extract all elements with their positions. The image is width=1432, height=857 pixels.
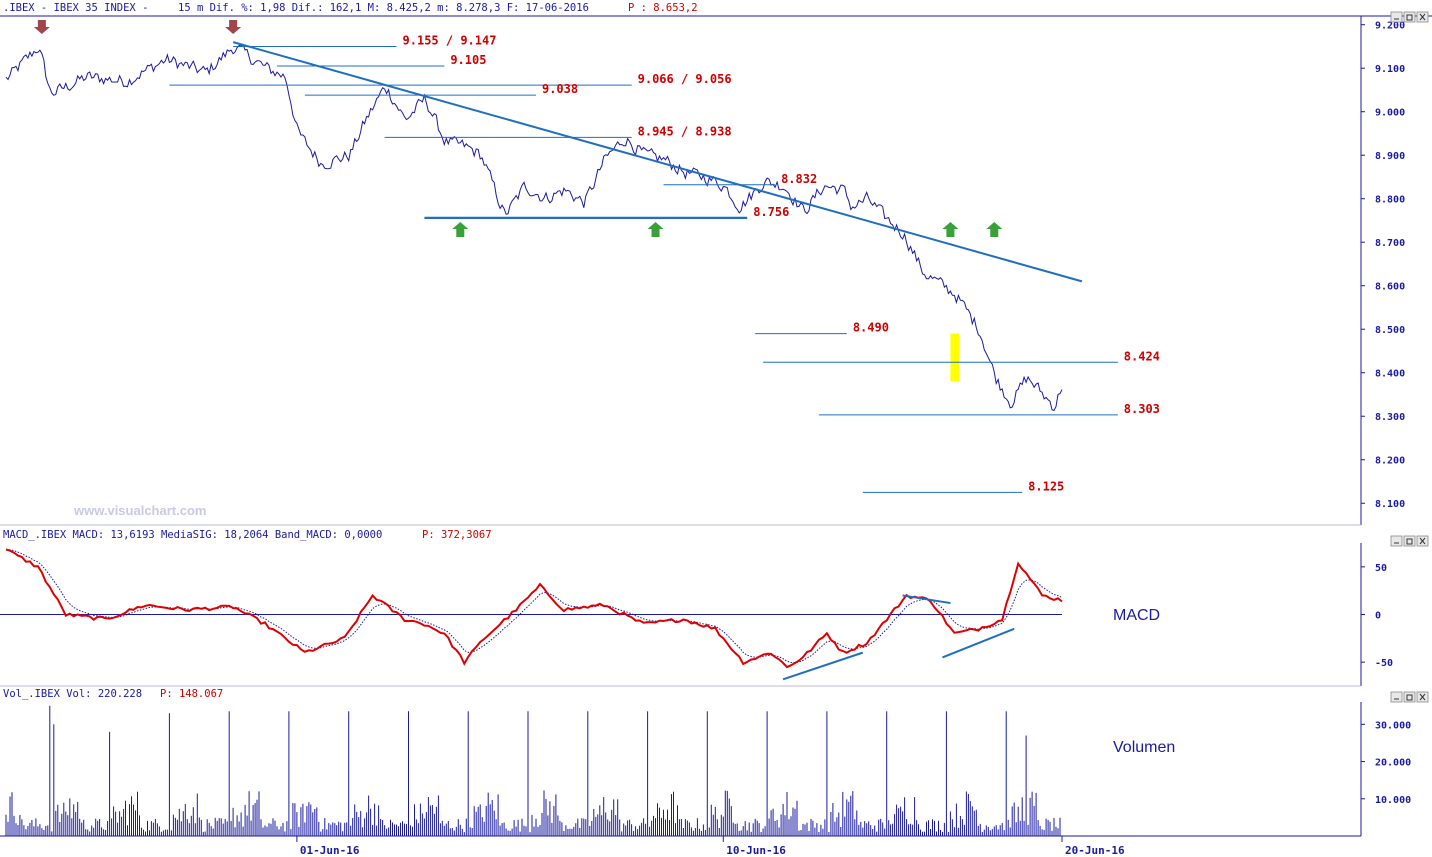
up-arrow-icon: [942, 222, 959, 237]
price-ytick-label: 9.100: [1375, 64, 1405, 75]
macd-divergence-line: [902, 594, 951, 605]
panel-frames: [0, 15, 1432, 837]
level-label: 8.945 / 8.938: [638, 124, 732, 138]
price-ytick-label: 8.300: [1375, 412, 1405, 423]
price-header-symbol: .IBEX - IBEX 35 INDEX -: [3, 2, 148, 14]
volume-bars: [5, 705, 1061, 836]
x-tick-label: 20-Jun-16: [1065, 844, 1125, 857]
price-series-line: [5, 43, 1063, 412]
level-label: 8.303: [1124, 402, 1160, 416]
volume-ytick-label: 20.000: [1375, 758, 1411, 769]
price-ytick-label: 8.700: [1375, 238, 1405, 249]
up-arrow-icon: [452, 222, 469, 237]
price-ytick-label: 8.200: [1375, 456, 1405, 467]
level-label: 9.155 / 9.147: [403, 33, 497, 47]
volume-panel-title: Volumen: [1113, 739, 1175, 756]
volume-header-label: Vol_.IBEX Vol: 220.228: [3, 688, 142, 700]
gap-highlight: [950, 333, 960, 382]
up-arrow-icon: [986, 222, 1003, 237]
macd-series-line: [5, 548, 1063, 669]
restore-icon: [1406, 538, 1413, 545]
x-tick-label: 01-Jun-16: [300, 844, 360, 857]
price-header-stats: 15 m Dif. %: 1,98 Dif.: 162,1 M: 8.425,2…: [178, 2, 589, 14]
level-label: 9.066 / 9.056: [638, 72, 732, 86]
macd-divergence-line: [782, 651, 864, 681]
volume-ytick-label: 10.000: [1375, 795, 1411, 806]
macd-lines: [0, 548, 1063, 681]
price-ytick-label: 9.000: [1375, 108, 1405, 119]
macd-ytick-label: 0: [1375, 611, 1381, 622]
volume-minimize-button[interactable]: [1390, 691, 1403, 703]
level-label: 8.832: [781, 172, 817, 186]
restore-icon: [1406, 694, 1413, 701]
price-header-last: P : 8.653,2: [628, 2, 698, 14]
price-ytick-label: 8.100: [1375, 499, 1405, 510]
close-icon: [1419, 537, 1426, 545]
price-line: [5, 41, 1083, 412]
level-label: 8.490: [853, 321, 889, 335]
up-arrow-icon: [647, 222, 664, 237]
price-trendline: [232, 41, 1083, 283]
level-lines: 9.155 / 9.147 9.105 9.066 / 9.056 9.038 8.94…: [169, 33, 1160, 493]
macd-header-last: P: 372,3067: [422, 529, 492, 541]
macd-ytick-label: 50: [1375, 563, 1387, 574]
down-arrow-icon: [33, 20, 50, 34]
watermark: www.visualchart.com: [73, 503, 206, 518]
price-ytick-label: 8.400: [1375, 369, 1405, 380]
volume-header-last: P: 148.067: [160, 688, 223, 700]
price-ytick-label: 8.800: [1375, 195, 1405, 206]
level-label: 8.125: [1028, 479, 1064, 493]
x-tick-label: 10-Jun-16: [726, 844, 786, 857]
macd-header-label: MACD_.IBEX MACD: 13,6193 MediaSIG: 18,20…: [3, 529, 382, 541]
volume-ytick-label: 30.000: [1375, 720, 1411, 731]
close-icon: [1419, 693, 1426, 701]
macd-ytick-label: -50: [1375, 658, 1393, 669]
macd-minimize-button[interactable]: [1390, 535, 1403, 547]
close-icon: [1419, 13, 1426, 21]
price-ytick-label: 8.500: [1375, 325, 1405, 336]
price-ytick-label: 8.600: [1375, 282, 1405, 293]
level-label: 8.756: [753, 205, 789, 219]
price-ytick-label: 8.900: [1375, 151, 1405, 162]
macd-panel-title: MACD: [1113, 607, 1160, 624]
price-minimize-button[interactable]: [1390, 11, 1403, 23]
macd-divergence-line: [942, 627, 1015, 659]
window-buttons[interactable]: [1390, 11, 1429, 703]
level-label: 9.038: [542, 82, 578, 96]
signal-arrows: [33, 20, 1003, 237]
macd-restore-button[interactable]: [1403, 535, 1416, 547]
panel-axes: 9.200 9.100 9.000 8.900 8.800 8.700 8.600 8.500…: [296, 21, 1411, 857]
price-ytick-label: 9.200: [1375, 21, 1405, 32]
volume-restore-button[interactable]: [1403, 691, 1416, 703]
restore-icon: [1406, 14, 1413, 21]
level-label: 8.424: [1124, 349, 1160, 363]
price-restore-button[interactable]: [1403, 11, 1416, 23]
signal-series-line: [5, 548, 1063, 664]
level-label: 9.105: [450, 53, 486, 67]
down-arrow-icon: [225, 20, 242, 34]
